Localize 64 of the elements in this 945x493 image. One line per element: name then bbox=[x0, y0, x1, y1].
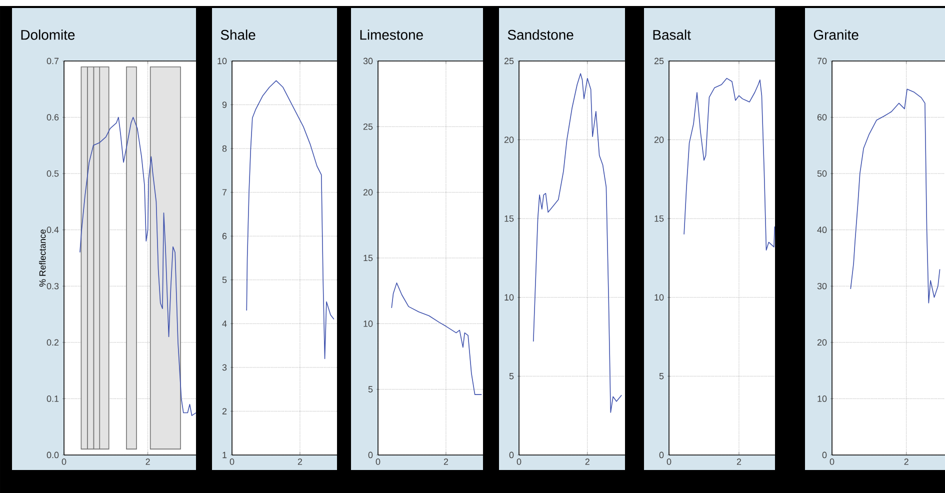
y-tick-label: 15 bbox=[364, 254, 373, 262]
y-tick-label: 20 bbox=[363, 189, 373, 196]
y-tick-label: 7 bbox=[222, 189, 227, 196]
y-tick-label: 3 bbox=[222, 364, 227, 371]
y-axis-title: % Reflectance bbox=[39, 229, 46, 287]
y-tick-label: 60 bbox=[817, 114, 827, 120]
x-tick-label: 0 bbox=[376, 458, 380, 465]
chart-title: Basalt bbox=[653, 30, 691, 40]
chart-title: Granite bbox=[814, 30, 858, 40]
y-tick-label: 1 bbox=[222, 452, 227, 458]
x-tick-label: 0 bbox=[62, 458, 66, 465]
y-tick-label: 6 bbox=[222, 232, 227, 240]
y-tick-label: 70 bbox=[817, 58, 827, 64]
y-tick-label: 0 bbox=[659, 452, 664, 458]
y-tick-label: 10 bbox=[364, 320, 373, 327]
x-tick-label: 0 bbox=[230, 458, 234, 465]
y-tick-label: 0.7 bbox=[46, 58, 59, 64]
y-tick-label: 5 bbox=[659, 373, 664, 380]
y-tick-label: 20 bbox=[504, 136, 514, 143]
x-tick-label: 2 bbox=[585, 458, 590, 465]
y-tick-label: 50 bbox=[817, 170, 827, 177]
x-tick-label: 2 bbox=[444, 458, 448, 465]
chart-title: Shale bbox=[220, 30, 256, 40]
y-tick-label: 0.2 bbox=[46, 339, 59, 346]
x-tick-label: 2 bbox=[736, 458, 742, 465]
y-tick-label: 30 bbox=[363, 58, 373, 64]
y-tick-label: 25 bbox=[363, 123, 373, 130]
y-tick-label: 5 bbox=[509, 373, 514, 380]
chart-title: Limestone bbox=[360, 30, 423, 40]
y-tick-label: 10 bbox=[504, 294, 514, 301]
y-tick-label: 0.1 bbox=[46, 396, 59, 402]
y-tick-label: 10 bbox=[218, 58, 227, 64]
y-tick-label: 20 bbox=[654, 136, 664, 143]
y-tick-label: 4 bbox=[222, 320, 227, 327]
x-tick-label: 0 bbox=[666, 458, 672, 465]
y-tick-label: 0 bbox=[368, 452, 373, 458]
x-tick-label: 2 bbox=[146, 458, 150, 465]
y-tick-label: 0.0 bbox=[46, 452, 59, 458]
y-tick-label: 8 bbox=[222, 145, 227, 152]
y-tick-label: 0.5 bbox=[46, 170, 59, 177]
y-tick-label: 0 bbox=[509, 452, 514, 458]
y-tick-label: 10 bbox=[818, 396, 827, 402]
y-tick-label: 25 bbox=[654, 58, 664, 64]
y-tick-label: 25 bbox=[504, 58, 514, 64]
x-tick-label: 0 bbox=[516, 458, 522, 465]
y-tick-label: 15 bbox=[504, 215, 514, 222]
y-tick-label: 2 bbox=[222, 408, 227, 414]
y-tick-label: 0.3 bbox=[46, 282, 59, 290]
y-tick-label: 5 bbox=[368, 386, 373, 392]
x-tick-label: 2 bbox=[298, 458, 302, 465]
y-tick-label: 9 bbox=[222, 102, 227, 108]
x-tick-label: 2 bbox=[904, 458, 908, 465]
y-tick-label: 5 bbox=[222, 276, 227, 284]
y-tick-label: 40 bbox=[817, 226, 827, 234]
y-tick-label: 20 bbox=[817, 339, 827, 346]
y-tick-label: 30 bbox=[817, 282, 827, 290]
chart-title: Sandstone bbox=[508, 30, 574, 40]
y-tick-label: 10 bbox=[654, 294, 664, 301]
chart-title: Dolomite bbox=[21, 30, 75, 40]
x-tick-label: 0 bbox=[830, 458, 834, 465]
y-tick-label: 0 bbox=[822, 452, 827, 458]
y-tick-label: 15 bbox=[654, 215, 664, 222]
y-tick-label: 0.4 bbox=[46, 226, 59, 234]
y-tick-label: 0.6 bbox=[46, 114, 59, 120]
